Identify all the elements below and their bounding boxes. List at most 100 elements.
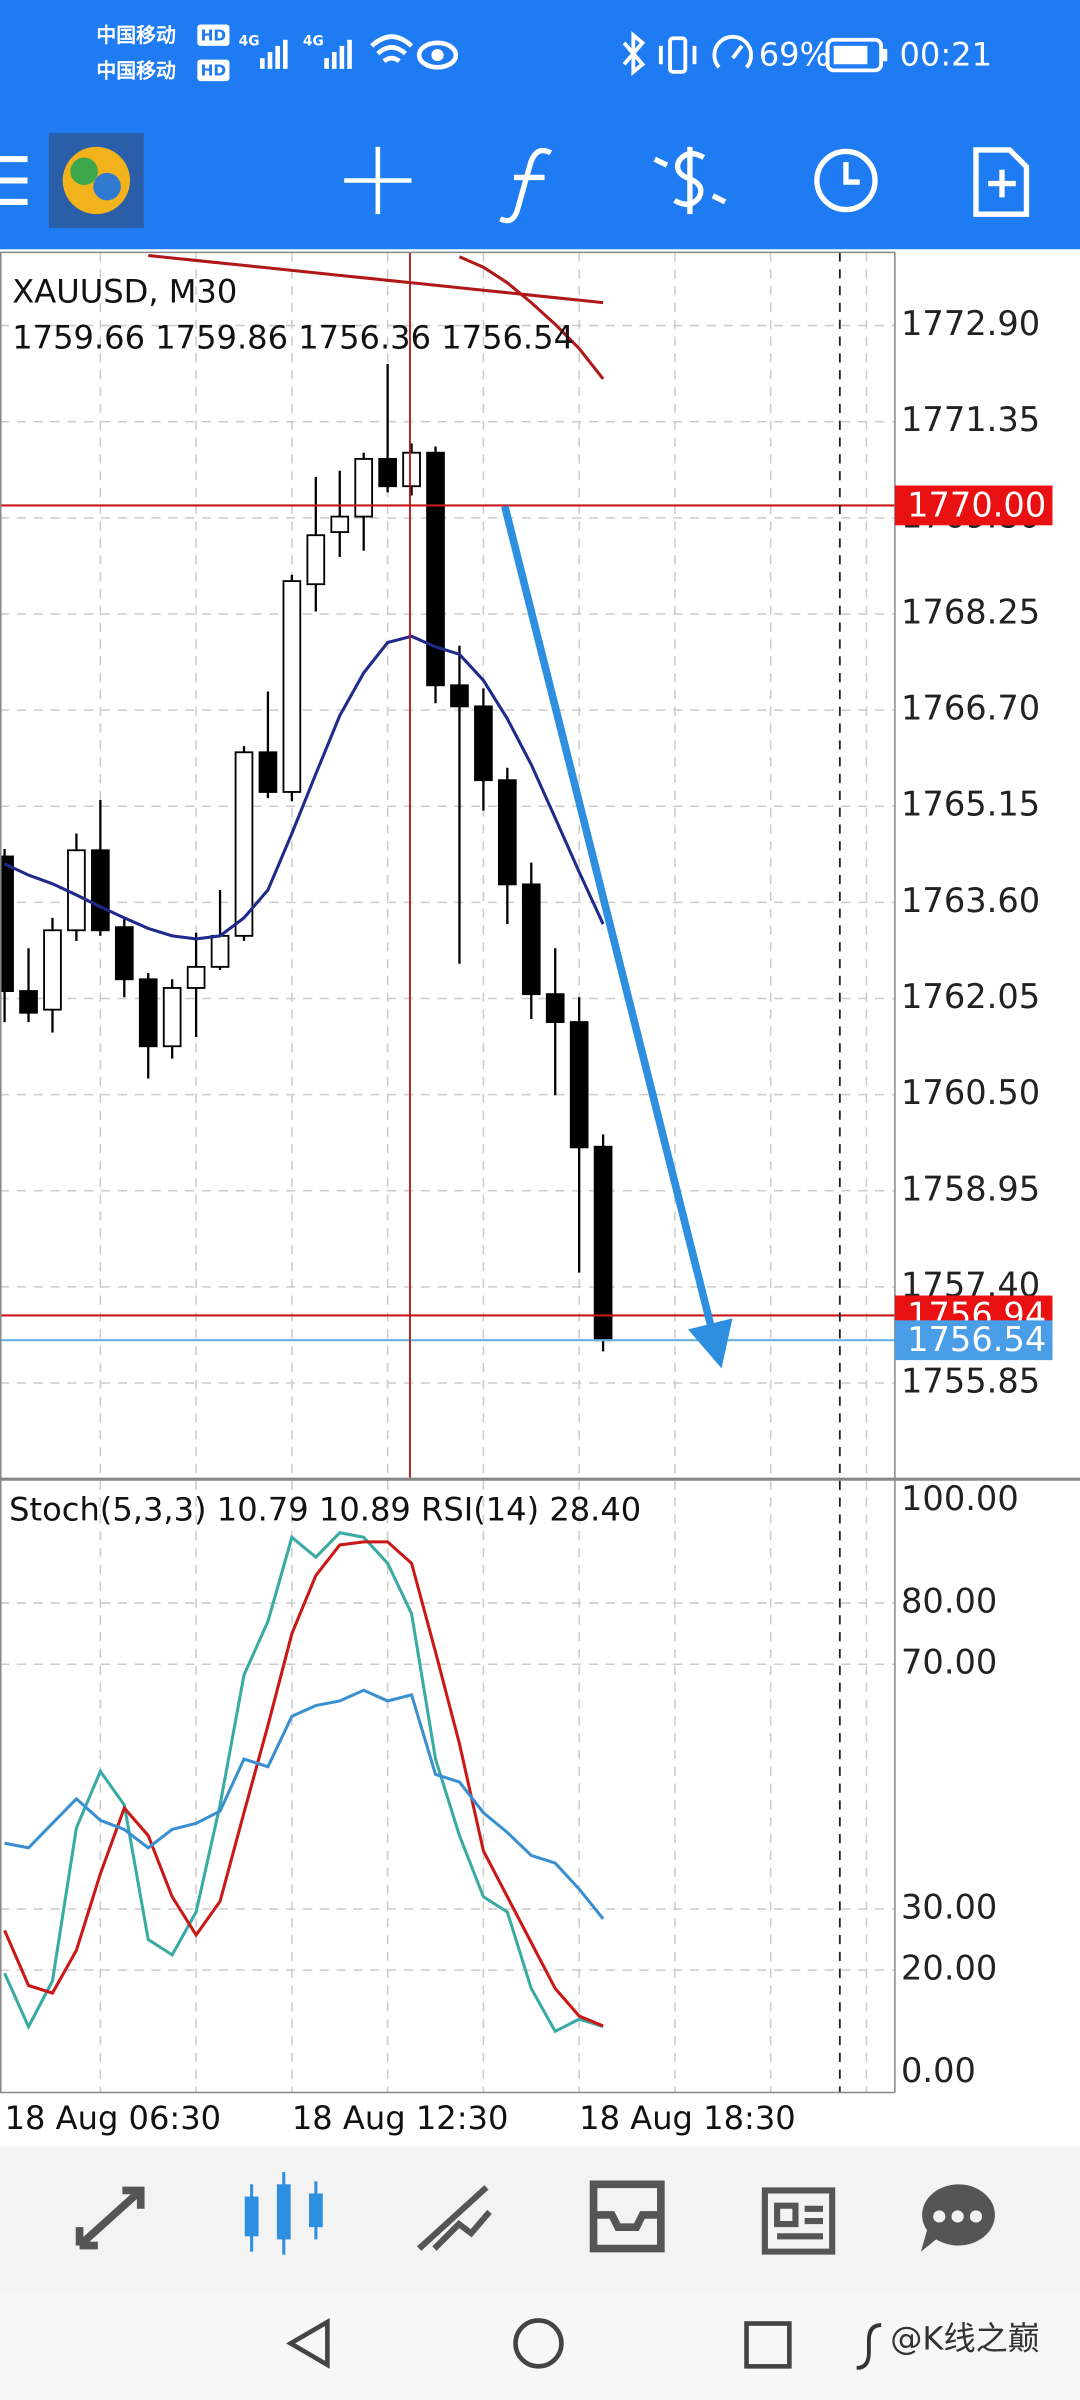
y-tick-label: 1762.05: [901, 977, 1040, 1016]
candle-body: [210, 934, 230, 968]
app-logo: [93, 172, 121, 201]
new-order-button[interactable]: [973, 147, 1030, 217]
candle-body: [521, 883, 541, 996]
timeframe-button[interactable]: [814, 148, 878, 213]
signal-icons: [260, 39, 352, 69]
battery-icon: [825, 37, 884, 73]
y-tick-label: 1758.95: [901, 1169, 1040, 1208]
indicator-line: [3, 634, 605, 941]
candle-body: [306, 534, 326, 586]
messages-tab: [933, 2210, 946, 2223]
carrier: 中国移动: [96, 24, 176, 47]
app-header: [0, 0, 1080, 250]
candle-body: [234, 751, 254, 937]
oscillator-line: [4, 1688, 605, 1920]
crosshair-button[interactable]: [344, 146, 412, 215]
recents-button[interactable]: [744, 2321, 792, 2369]
candle-body: [91, 849, 110, 932]
candle-body: [282, 580, 302, 793]
y-tick-label: 0.00: [901, 2051, 976, 2090]
news-tab[interactable]: [761, 2187, 836, 2255]
vibrate-icon: [668, 36, 688, 74]
plot-layer: 1772.901771.351769.801768.251766.701765.…: [0, 252, 1040, 2093]
indicator-line: [458, 255, 605, 380]
hd-label: HD: [201, 62, 226, 80]
x-tick-label: 18 Aug 06:30: [5, 2099, 222, 2137]
candle-body: [330, 515, 350, 534]
carrier: 中国移动: [96, 59, 176, 82]
y-tick-label: 1763.60: [901, 881, 1040, 920]
y-tick-label: 1760.50: [901, 1073, 1040, 1112]
network-label: 4G: [239, 33, 260, 49]
indicator-line: [148, 253, 604, 305]
y-tick-label: 100.00: [901, 1479, 1019, 1518]
ohlc-label: 1759.66 1759.86 1756.36 1756.54: [12, 319, 574, 357]
eye-icon: [416, 40, 459, 70]
app-logo: [70, 157, 98, 186]
trend-arrow: [501, 505, 733, 1369]
wifi-icon: [370, 34, 414, 64]
battery-icon: [833, 45, 868, 65]
x-tick-label: 18 Aug 12:30: [292, 2099, 509, 2137]
y-tick-label: 1772.90: [901, 304, 1040, 343]
label-layer: XAUUSD, M30 1759.66 1759.86 1756.36 1756.…: [5, 273, 1053, 2137]
watermark-logo: [856, 2323, 882, 2370]
y-tick-label: 80.00: [901, 1582, 997, 1621]
messages-tab: [951, 2210, 964, 2223]
candle-body: [498, 779, 517, 886]
x-tick-label: 18 Aug 18:30: [579, 2099, 796, 2137]
hd-label: HD: [201, 26, 226, 44]
candle-body: [569, 1021, 589, 1149]
hd-badge: [197, 24, 230, 46]
candle-body: [0, 855, 14, 992]
timeframe-button[interactable]: [843, 162, 860, 185]
battery-icon: [882, 48, 888, 62]
candle-body: [43, 929, 62, 1011]
back-button[interactable]: [286, 2317, 330, 2369]
price-box: [894, 1320, 1053, 1361]
bluetooth-icon: [622, 31, 646, 76]
battery-level: 69%: [759, 36, 830, 74]
history-tab[interactable]: [589, 2180, 665, 2253]
speed-icon: [712, 34, 753, 69]
price-box: [894, 485, 1053, 526]
messages-tab: [969, 2210, 983, 2223]
candle-body: [354, 458, 374, 518]
indicator-title: Stoch(5,3,3) 10.79 10.89 RSI(14) 28.40: [9, 1490, 641, 1528]
trade-button[interactable]: [653, 146, 727, 215]
chart-tab[interactable]: [244, 2172, 323, 2255]
network-label: 4G: [303, 33, 324, 49]
candle-body: [19, 990, 38, 1014]
candle-body: [378, 458, 397, 488]
menu-button[interactable]: [0, 156, 28, 205]
y-tick-label: 1755.85: [901, 1362, 1040, 1401]
candle-body: [258, 751, 278, 793]
candles: [0, 253, 613, 1352]
bottom-nav: [0, 2146, 1080, 2292]
price-label: 1756.54: [907, 1320, 1046, 1359]
home-button[interactable]: [513, 2318, 564, 2369]
candle-body: [593, 1145, 613, 1342]
y-tick-label: 70.00: [901, 1643, 997, 1682]
candle-body: [545, 993, 565, 1023]
system-nav: [0, 2291, 1080, 2400]
trade-tab[interactable]: [417, 2185, 492, 2251]
quotes-tab[interactable]: [75, 2186, 145, 2250]
y-tick-label: 1768.25: [901, 592, 1040, 631]
y-tick-label: 20.00: [901, 1949, 997, 1988]
oscillator-line: [3, 1540, 604, 2028]
candle-body: [138, 978, 158, 1048]
candle-body: [162, 987, 182, 1048]
y-tick-label: 30.00: [901, 1887, 997, 1926]
candle-body: [426, 451, 445, 687]
candle-body: [186, 965, 206, 989]
y-tick-label: 1771.35: [901, 400, 1040, 439]
hd-badge: [197, 59, 230, 82]
chart-background: [0, 249, 1080, 2147]
indicators-button[interactable]: [499, 147, 553, 224]
candle-body: [114, 926, 134, 981]
y-tick-label: 1765.15: [901, 785, 1040, 824]
watermark: @K线之巅: [890, 2319, 1040, 2357]
